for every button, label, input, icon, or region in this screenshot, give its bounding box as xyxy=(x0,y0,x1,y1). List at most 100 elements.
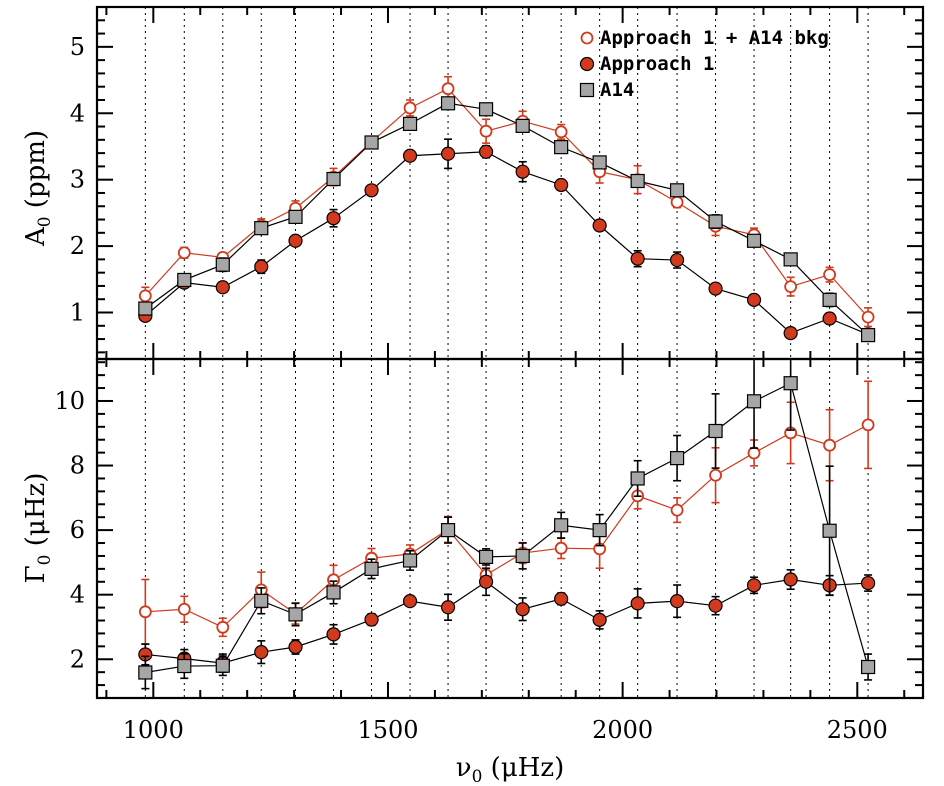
linewidth-series-2-point xyxy=(364,561,379,576)
amplitude-series-1-point xyxy=(669,252,685,268)
linewidth-series-1-point xyxy=(746,578,762,593)
linewidth-series-1-point xyxy=(402,594,418,609)
amplitude-series-1-point xyxy=(215,280,230,295)
amplitude-series-2-point xyxy=(478,102,494,117)
x-tick-label: 1000 xyxy=(123,716,184,744)
amplitude-series-2-point xyxy=(177,272,192,288)
legend: Approach 1 + A14 bkg Approach 1 A14 xyxy=(579,27,829,101)
amplitude-series-0-point xyxy=(861,310,875,324)
linewidth-panel: 2 4 6 8 10 1000 1500 2000 2500 xyxy=(54,357,925,744)
linewidth-series-2-point xyxy=(215,658,230,673)
linewidth-series-0-point xyxy=(177,602,191,616)
linewidth-series-0-point xyxy=(747,446,761,460)
amplitude-series-1-point xyxy=(592,218,607,233)
axis-label-symbol: A xyxy=(21,226,51,247)
linewidth-y-tick-label: 4 xyxy=(70,581,85,609)
legend-label: A14 xyxy=(600,79,634,101)
amplitude-series-1-point xyxy=(326,211,341,226)
amplitude-series-2-point xyxy=(515,118,530,133)
amplitude-series-1-point xyxy=(402,148,418,163)
amplitude-series-0-point xyxy=(823,268,837,282)
amplitude-frame xyxy=(95,5,925,361)
linewidth-series-2-point xyxy=(177,658,192,674)
linewidth-series-1-point xyxy=(288,639,303,655)
linewidth-series-1-point xyxy=(364,612,379,627)
amplitude-y-tick-label: 5 xyxy=(70,33,85,61)
axis-label-unit: (ppm) xyxy=(21,130,51,217)
linewidth-series-2-point xyxy=(138,665,153,680)
x-tick-label: 1500 xyxy=(357,716,418,744)
amplitude-series-1-point xyxy=(746,292,762,307)
axis-label-subscript: 0 xyxy=(35,554,55,565)
linewidth-series-2-point xyxy=(669,451,685,466)
amplitude-series-1-point xyxy=(554,177,569,193)
amplitude-series-0-point xyxy=(670,195,684,209)
linewidth-series-2-point xyxy=(254,593,269,608)
amplitude-series-0-point xyxy=(138,289,152,303)
linewidth-series-2-point xyxy=(860,659,876,675)
x-tick-label: 2500 xyxy=(827,716,888,744)
amplitude-series-2-point xyxy=(746,233,762,248)
amplitude-series-1-point xyxy=(364,183,379,198)
amplitude-series-1-point xyxy=(440,146,456,161)
linewidth-series-2-point xyxy=(440,523,456,538)
amplitude-panel: 1 2 3 4 5 xyxy=(70,5,925,361)
amplitude-series-2-point xyxy=(708,214,723,229)
amplitude-series-0-point xyxy=(784,280,798,294)
linewidth-series-0-point xyxy=(138,605,152,619)
amplitude-series-2-point xyxy=(630,173,645,189)
amplitude-series-2-point xyxy=(138,301,153,316)
axis-label-subscript: 0 xyxy=(472,767,483,786)
axis-label-symbol: ν xyxy=(456,753,472,783)
legend-marker-approach1-bkg xyxy=(580,31,594,45)
axis-label-unit: (μHz) xyxy=(482,753,564,783)
x-tick-label: 2000 xyxy=(592,716,653,744)
amplitude-series-2-point xyxy=(783,252,798,267)
linewidth-series-1-point xyxy=(860,575,876,591)
amplitude-y-tick-label: 1 xyxy=(70,299,85,327)
linewidth-series-0-point xyxy=(823,438,837,452)
amplitude-series-2-point xyxy=(822,292,837,307)
amplitude-y-tick-label: 4 xyxy=(70,99,85,127)
linewidth-series-2-point xyxy=(288,607,303,622)
linewidth-series-0-point xyxy=(861,418,875,432)
linewidth-y-tick-label: 2 xyxy=(70,645,85,673)
linewidth-series-1-point xyxy=(440,600,456,615)
linewidth-series-1-point xyxy=(478,574,494,589)
linewidth-series-1-point xyxy=(554,591,569,606)
amplitude-series-2-point xyxy=(554,140,569,155)
amplitude-series-1-point xyxy=(708,281,723,296)
amplitude-series-0-point xyxy=(479,124,493,138)
linewidth-series-0-point xyxy=(554,541,568,555)
amplitude-series-0-line xyxy=(144,87,869,318)
legend-label: Approach 1 xyxy=(600,53,714,75)
amplitude-series-2-point xyxy=(669,183,685,198)
linewidth-series-2-point xyxy=(515,548,530,564)
linewidth-y-tick-label: 10 xyxy=(54,387,85,415)
linewidth-series-2-point xyxy=(554,518,569,533)
amplitude-series-1-point xyxy=(254,259,269,274)
amplitude-y-tick-label: 2 xyxy=(70,232,85,260)
amplitude-series-0-point xyxy=(403,101,417,115)
linewidth-series-2-point xyxy=(708,423,723,439)
amplitude-series-1-point xyxy=(783,325,798,341)
amplitude-y-tick-label: 3 xyxy=(70,166,85,194)
x-axis-label: ν0 (μHz) xyxy=(456,753,564,786)
linewidth-series-1-point xyxy=(669,594,685,609)
linewidth-series-1-point xyxy=(708,598,723,613)
amplitude-series-2-point xyxy=(326,171,341,187)
amplitude-series-1-point xyxy=(515,164,530,179)
linewidth-series-2-point xyxy=(402,553,418,568)
linewidth-series-2-point xyxy=(478,549,494,565)
axis-label-unit: (μHz) xyxy=(21,473,51,555)
linewidth-series-1-point xyxy=(254,645,269,660)
linewidth-series-2-line xyxy=(145,382,869,674)
amplitude-series-2-point xyxy=(860,327,876,343)
axis-label-subscript: 0 xyxy=(35,216,55,227)
amplitude-series-1-point xyxy=(478,144,494,159)
amplitude-series-0-point xyxy=(554,125,568,139)
y-axis-label-amplitude: A0 (ppm) xyxy=(21,130,55,247)
amplitude-series-0-point xyxy=(177,246,191,260)
amplitude-series-2-point xyxy=(402,116,418,131)
